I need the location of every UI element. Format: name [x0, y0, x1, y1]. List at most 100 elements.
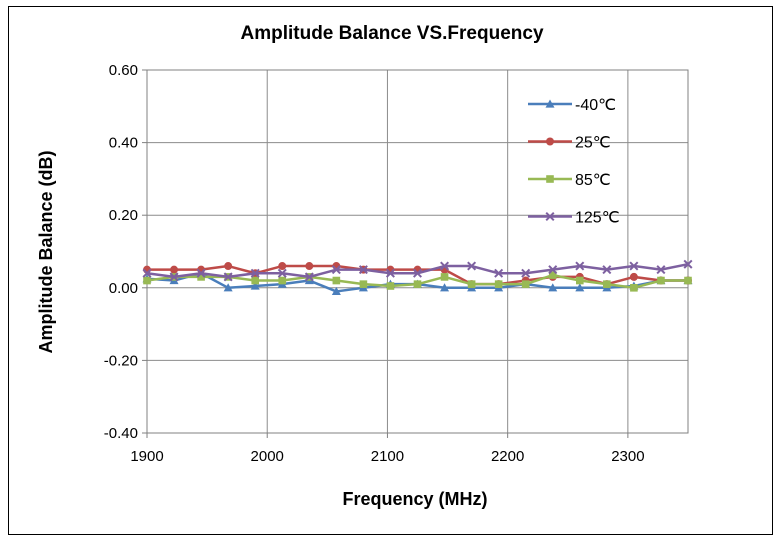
marker-stroke [440, 261, 450, 271]
data-point [576, 276, 584, 285]
legend-marker [546, 137, 554, 146]
legend-item: -40℃ [528, 97, 616, 114]
data-point [494, 280, 503, 288]
marker-stroke [629, 261, 639, 271]
x-tick-label: 2100 [371, 448, 404, 465]
data-point [521, 268, 531, 278]
legend-label: 85℃ [575, 172, 611, 189]
series-group [142, 259, 693, 296]
legend-marker [546, 175, 554, 183]
data-point [440, 261, 450, 271]
data-point [142, 268, 152, 278]
data-point [278, 276, 287, 285]
y-tick-label: 0.20 [109, 207, 138, 224]
marker-stroke [304, 272, 314, 282]
data-point [548, 265, 558, 275]
data-point [440, 283, 450, 292]
marker-stroke [142, 268, 152, 278]
x-axis: 1900 2000 2100 2200 2300 [130, 433, 645, 465]
x-tick-label: 1900 [130, 448, 163, 465]
marker-stroke [169, 272, 179, 282]
data-point [358, 265, 368, 275]
data-point [467, 280, 476, 288]
data-point [197, 273, 205, 281]
data-point [170, 265, 179, 274]
data-point [278, 262, 287, 271]
marker-stroke [467, 261, 477, 271]
legend: -40℃ 25℃ 85℃ 125℃ [528, 97, 620, 227]
legend-item: 85℃ [528, 172, 611, 189]
marker-stroke [602, 265, 612, 275]
data-point [548, 271, 557, 279]
data-point [657, 276, 665, 285]
data-point [331, 265, 341, 275]
legend-label: 25℃ [575, 135, 611, 152]
data-point [359, 280, 368, 288]
y-tick-label: -0.40 [104, 425, 138, 442]
marker-stroke [358, 265, 368, 275]
marker-stroke [196, 268, 206, 278]
marker-stroke [683, 259, 693, 269]
data-point [143, 276, 151, 285]
y-axis-label: Amplitude Balance (dB) [36, 150, 56, 353]
data-point [277, 268, 287, 278]
data-point [521, 280, 530, 288]
data-point [223, 283, 233, 292]
data-point [305, 262, 314, 271]
y-tick-label: -0.20 [104, 352, 138, 369]
marker-stroke [521, 268, 531, 278]
marker-stroke [545, 211, 555, 222]
chart-title: Amplitude Balance VS.Frequency [240, 23, 543, 44]
data-point [251, 276, 259, 285]
y-tick-label: 0.40 [109, 135, 138, 152]
data-point [169, 272, 179, 282]
legend-marker [545, 99, 555, 108]
marker-stroke [385, 268, 395, 278]
series-4 [142, 259, 693, 282]
y-tick-label: 0.60 [109, 62, 138, 79]
data-point [413, 280, 422, 288]
data-point [683, 259, 693, 269]
legend-label: 125℃ [575, 210, 620, 227]
plot-area [146, 69, 689, 434]
x-tick-label: 2300 [611, 448, 644, 465]
marker-stroke [223, 272, 233, 282]
data-point [223, 272, 233, 282]
data-point [412, 268, 423, 278]
data-point [548, 283, 558, 292]
data-point [656, 265, 666, 275]
x-tick-label: 2200 [491, 448, 524, 465]
data-point [385, 268, 395, 278]
y-axis: -0.40 -0.20 0.00 0.20 0.40 0.60 [104, 62, 147, 442]
series-3 [143, 271, 692, 292]
y-tick-label: 0.00 [109, 280, 138, 297]
data-point [196, 268, 206, 278]
marker-stroke [548, 265, 558, 275]
legend-item: 25℃ [528, 135, 611, 152]
data-point [332, 276, 341, 285]
data-point [575, 283, 585, 292]
legend-label: -40℃ [575, 97, 616, 114]
x-axis-label: Frequency (MHz) [342, 489, 487, 509]
marker-stroke [331, 265, 341, 275]
data-point [386, 282, 395, 290]
data-point [494, 268, 504, 278]
data-point [684, 276, 692, 285]
marker-stroke [250, 268, 260, 278]
marker-stroke [494, 268, 504, 278]
data-point [331, 286, 341, 296]
marker-stroke [412, 268, 423, 278]
data-point [629, 261, 639, 271]
legend-item: 125℃ [528, 210, 620, 227]
data-point [629, 272, 638, 281]
data-point [630, 284, 638, 292]
x-tick-label: 2000 [251, 448, 284, 465]
data-point [467, 261, 477, 271]
data-point [250, 281, 260, 290]
data-point [304, 272, 314, 282]
data-point [575, 261, 585, 271]
legend-marker [545, 211, 555, 222]
marker-stroke [656, 265, 666, 275]
marker-stroke [277, 268, 287, 278]
